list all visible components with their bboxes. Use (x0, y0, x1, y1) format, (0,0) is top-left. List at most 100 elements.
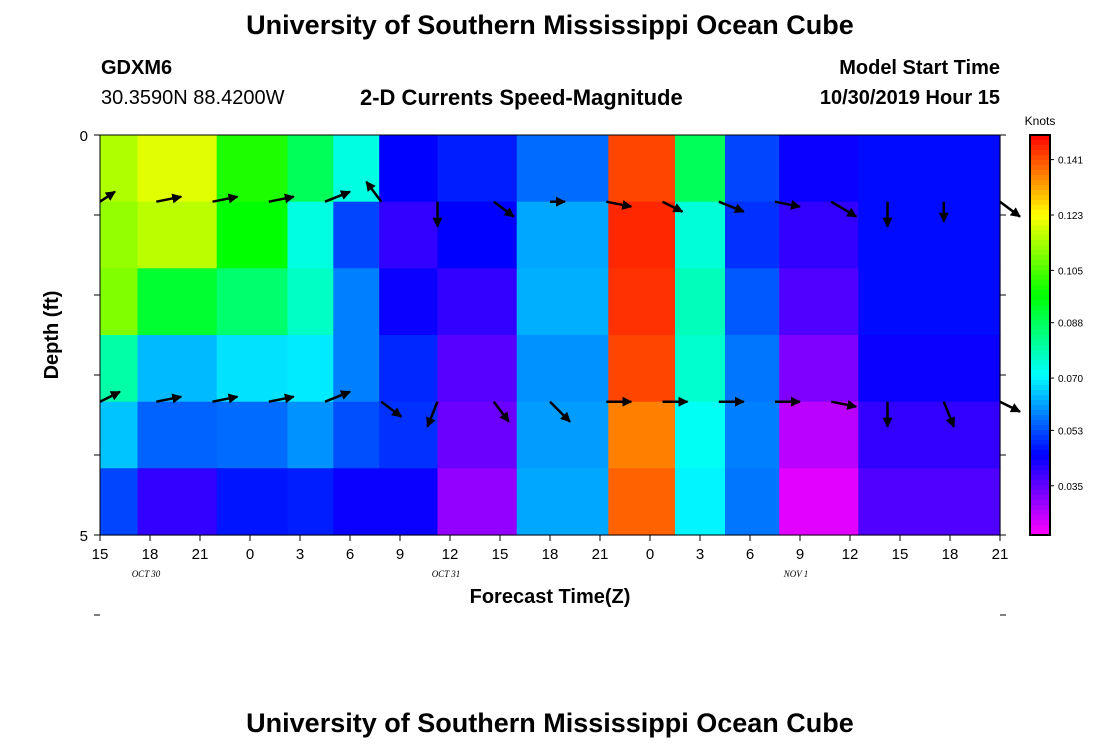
speed-cell (379, 468, 439, 536)
colorbar-tick-label: 0.141 (1058, 156, 1083, 167)
colorbar-swatch (1030, 380, 1050, 386)
colorbar-label: Knots (1025, 114, 1056, 128)
current-vector (99, 390, 121, 403)
colorbar-swatch (1030, 190, 1050, 196)
speed-cell (675, 401, 726, 469)
colorbar-swatch (1030, 415, 1050, 421)
current-vectors (99, 180, 1021, 428)
y-axis-label: Depth (ft) (41, 291, 63, 380)
speed-cell (725, 201, 780, 269)
speed-cell (287, 468, 334, 536)
colorbar-swatch (1030, 270, 1050, 276)
speed-cell (216, 135, 289, 203)
colorbar-swatch (1030, 465, 1050, 471)
speed-cell (858, 468, 1001, 536)
colorbar-swatch (1030, 525, 1050, 531)
colorbar-swatch (1030, 355, 1050, 361)
speed-cell (437, 401, 518, 469)
colorbar-swatch (1030, 145, 1050, 151)
colorbar-swatch (1030, 390, 1050, 396)
speed-cell (287, 335, 334, 403)
current-vector (268, 393, 295, 404)
colorbar-swatch (1030, 400, 1050, 406)
speed-cell (675, 268, 726, 336)
x-tick-label: 9 (796, 546, 804, 563)
colorbar-swatch (1030, 385, 1050, 391)
speed-cell (333, 201, 380, 269)
colorbar-swatch (1030, 425, 1050, 431)
current-vector (324, 390, 351, 403)
speed-cell (287, 268, 334, 336)
station-coords: 30.3590N 88.4200W (101, 87, 285, 109)
speed-cell (216, 268, 289, 336)
colorbar-swatch (1030, 310, 1050, 316)
colorbar-swatch (1030, 420, 1050, 426)
speed-cell (216, 335, 289, 403)
colorbar-swatch (1030, 285, 1050, 291)
colorbar-swatch (1030, 520, 1050, 526)
y-tick-label: 0 (80, 128, 88, 145)
current-vector (156, 193, 183, 204)
colorbar-swatch (1030, 455, 1050, 461)
colorbar-swatch (1030, 275, 1050, 281)
model-start-label: Model Start Time (839, 57, 1000, 79)
colorbar-swatch (1030, 510, 1050, 516)
colorbar-swatch (1030, 470, 1050, 476)
speed-cell (379, 401, 439, 469)
x-tick-label: 21 (992, 546, 1009, 563)
colorbar-swatch (1030, 220, 1050, 226)
colorbar-swatch (1030, 280, 1050, 286)
current-vector (268, 193, 295, 204)
speed-heatmap (100, 135, 1001, 536)
speed-cell (137, 135, 218, 203)
colorbar-tick-label: 0.105 (1058, 266, 1083, 277)
colorbar-swatch (1030, 515, 1050, 521)
speed-cell (137, 401, 218, 469)
x-tick-label: 9 (396, 546, 404, 563)
speed-cell (608, 201, 676, 269)
speed-cell (725, 268, 780, 336)
speed-cell (858, 135, 1001, 203)
speed-cell (516, 335, 609, 403)
colorbar-swatch (1030, 315, 1050, 321)
colorbar-frame (1029, 134, 1051, 536)
current-vector (492, 400, 510, 423)
date-label: NOV 1 (783, 569, 809, 579)
colorbar-swatch (1030, 150, 1050, 156)
colorbar-swatch (1030, 330, 1050, 336)
current-vector (549, 400, 571, 423)
colorbar-swatch (1030, 320, 1050, 326)
colorbar-swatch (1030, 170, 1050, 176)
colorbar-swatch (1030, 230, 1050, 236)
colorbar-swatch (1030, 440, 1050, 446)
colorbar-swatch (1030, 410, 1050, 416)
colorbar-swatch (1030, 495, 1050, 501)
colorbar-swatch (1030, 365, 1050, 371)
speed-cell (516, 401, 609, 469)
speed-cell (608, 268, 676, 336)
speed-cell (608, 135, 676, 203)
current-vector (380, 400, 403, 418)
colorbar-swatch (1030, 155, 1050, 161)
colorbar-swatch (1030, 500, 1050, 506)
speed-cell (333, 335, 380, 403)
speed-cell (725, 401, 780, 469)
colorbar-swatch (1030, 370, 1050, 376)
speed-cell (858, 268, 1001, 336)
colorbar-swatch (1030, 530, 1050, 536)
speed-cell (516, 468, 609, 536)
speed-cell (779, 401, 859, 469)
colorbar-swatch (1030, 480, 1050, 486)
x-tick-label: 12 (842, 546, 859, 563)
speed-cell (779, 268, 859, 336)
colorbar-swatch (1030, 185, 1050, 191)
x-tick-label: 0 (246, 546, 254, 563)
speed-cell (779, 468, 859, 536)
colorbar-swatch (1030, 265, 1050, 271)
colorbar-swatch (1030, 290, 1050, 296)
y-tick-label: 5 (80, 528, 88, 545)
speed-cell (379, 201, 439, 269)
current-vector (324, 190, 351, 203)
current-vector (212, 193, 239, 204)
colorbar-swatch (1030, 395, 1050, 401)
